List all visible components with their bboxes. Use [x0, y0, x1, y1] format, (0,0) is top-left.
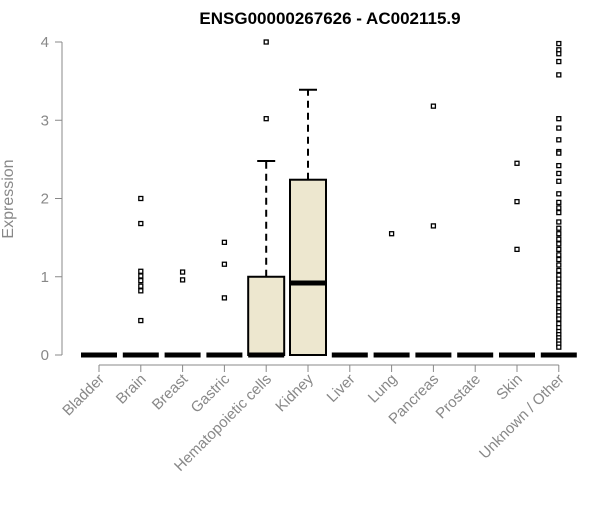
outlier-point: [556, 199, 562, 206]
outlier-point: [556, 246, 562, 253]
outlier-point: [138, 195, 144, 202]
outlier-point: [556, 40, 562, 47]
x-tick-label: Liver: [324, 371, 359, 406]
box-group: [122, 195, 159, 358]
outlier-point: [556, 236, 562, 242]
box-group: [540, 40, 577, 358]
outlier-point: [556, 267, 562, 274]
outlier-point: [556, 58, 562, 65]
box-group: [499, 160, 535, 358]
outlier-point: [556, 252, 562, 258]
outlier-point: [556, 191, 562, 197]
outlier-point: [556, 125, 562, 131]
outlier-point: [556, 170, 562, 177]
box-iqr: [289, 178, 327, 356]
outlier-point: [556, 241, 562, 247]
outlier-point: [556, 316, 562, 322]
outlier-point: [556, 178, 562, 184]
y-axis: 0 1 2 3 4: [41, 34, 63, 364]
outlier-point: [138, 220, 144, 227]
outlier-point: [556, 256, 562, 263]
box-group: [415, 103, 452, 358]
x-tick-label: Kidney: [272, 370, 317, 415]
x-tick-label: Bladder: [59, 371, 108, 420]
outlier-point: [388, 231, 395, 237]
outlier-point: [263, 39, 269, 45]
x-tick-label: Skin: [493, 371, 526, 404]
box-group: [289, 88, 327, 356]
y-tick-label: 2: [41, 191, 49, 208]
outlier-point: [556, 231, 562, 237]
outlier-point: [514, 246, 520, 253]
y-tick-label: 3: [41, 112, 49, 129]
outlier-point: [556, 150, 562, 156]
outlier-point: [514, 198, 520, 205]
y-tick-label: 0: [41, 347, 49, 364]
box-group: [247, 39, 286, 358]
outlier-point: [556, 51, 562, 57]
outlier-point: [556, 219, 562, 225]
x-tick-label: Lung: [365, 371, 401, 407]
outlier-point: [556, 72, 562, 78]
x-tick-label: Brain: [113, 371, 150, 408]
outlier-point: [138, 317, 144, 324]
outlier-point: [556, 205, 562, 211]
box-iqr: [247, 275, 286, 356]
box-group: [164, 269, 201, 358]
outlier-point: [221, 239, 228, 245]
outlier-point: [179, 269, 186, 275]
outlier-point: [221, 261, 228, 267]
outlier-point: [138, 283, 144, 289]
outlier-point: [556, 291, 562, 297]
box-group: [206, 239, 243, 358]
outlier-point: [138, 268, 144, 274]
outlier-point: [430, 103, 437, 109]
x-tick-label: Prostate: [432, 371, 484, 423]
outlier-point: [514, 160, 520, 166]
box-group: [373, 231, 410, 358]
outlier-point: [556, 162, 562, 169]
outlier-point: [556, 225, 562, 231]
outlier-point: [556, 137, 562, 143]
y-tick-label: 1: [41, 269, 49, 286]
outlier-point: [430, 223, 437, 229]
outlier-point: [556, 209, 562, 216]
outlier-point: [138, 278, 144, 284]
y-axis-title: Expression: [0, 159, 17, 238]
outlier-point: [263, 116, 269, 122]
outlier-point: [138, 288, 144, 294]
outlier-point: [556, 116, 562, 122]
outlier-point: [556, 262, 562, 268]
chart-title: ENSG00000267626 - AC002115.9: [199, 9, 460, 28]
outlier-point: [138, 273, 144, 279]
plot-area: [81, 39, 577, 358]
outlier-point: [556, 344, 562, 350]
outlier-point: [179, 277, 186, 283]
x-tick-label: Breast: [149, 370, 192, 413]
y-tick-label: 4: [41, 34, 49, 51]
outlier-point: [221, 295, 228, 301]
